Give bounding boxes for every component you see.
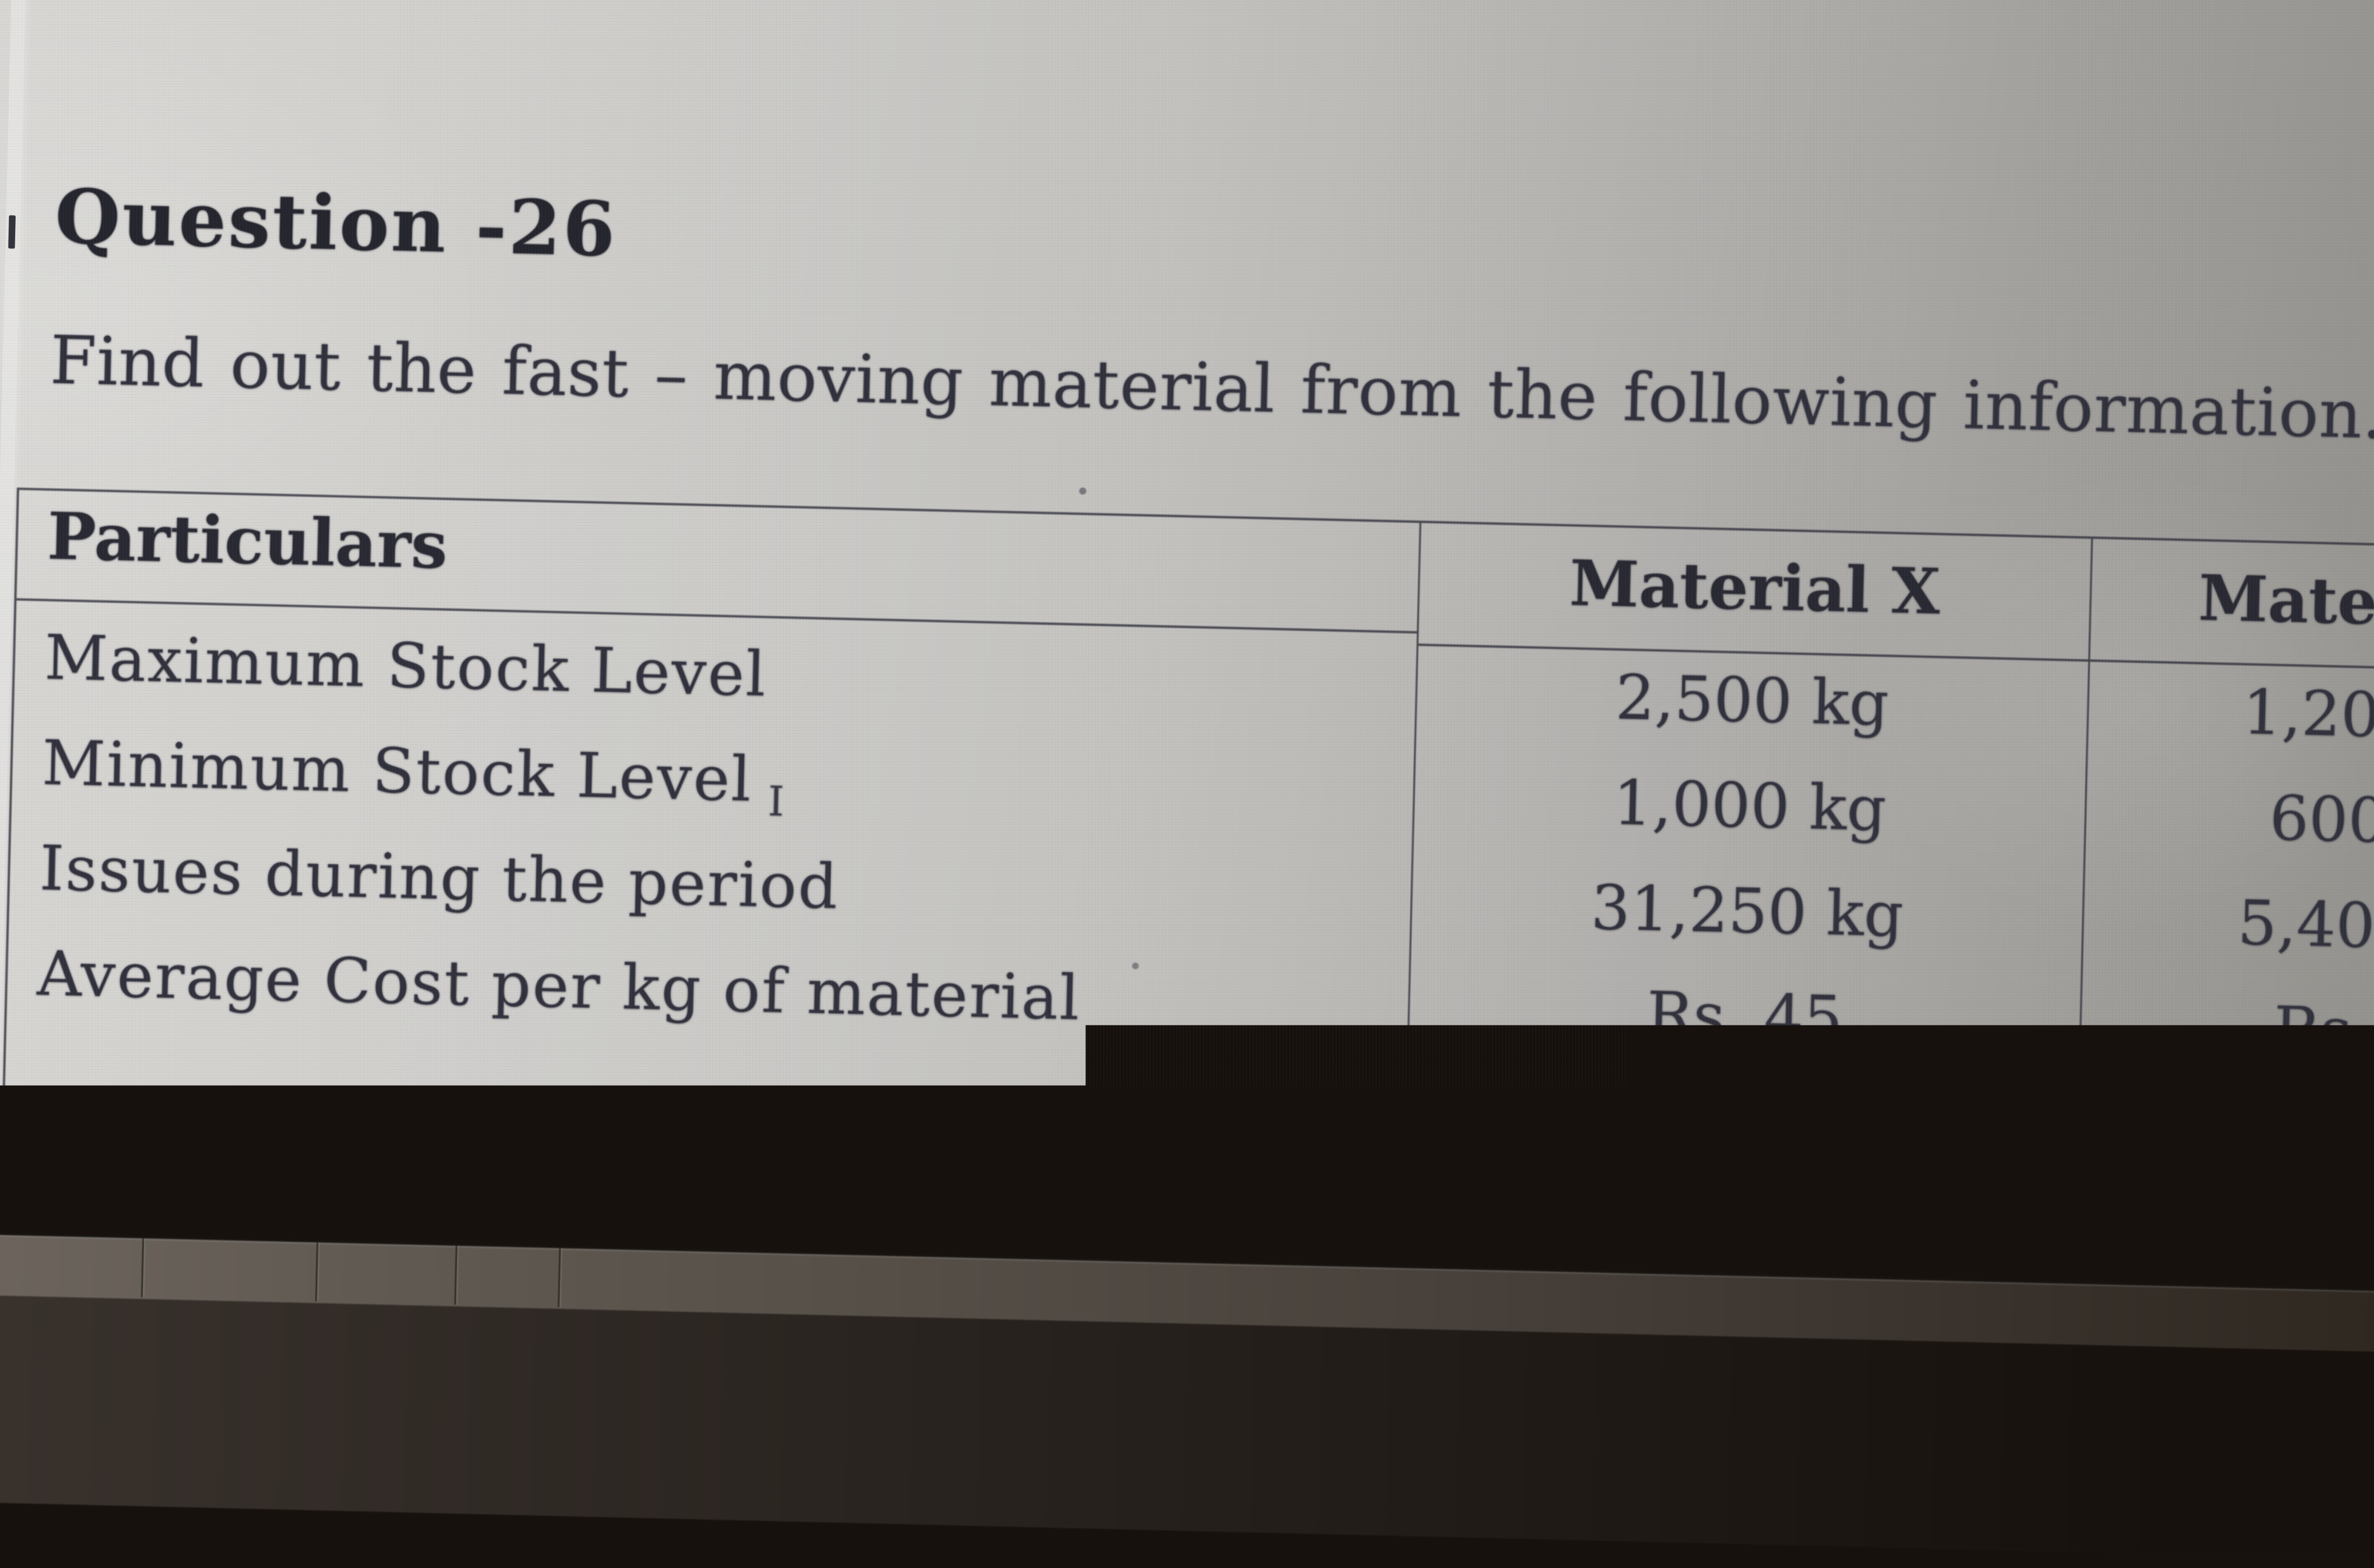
value-min-stock-y: 600 kg — [2083, 767, 2374, 886]
value-issues-x: 31,250 kg — [1409, 856, 2083, 977]
col-header-material-x: Material X — [1416, 523, 2091, 662]
materials-table: Particulars Material X Material Y Maximu… — [2, 488, 2374, 1162]
statusbar-position-indicator: 9 in — [0, 1176, 67, 1219]
red-app-icon-glyph — [62, 1271, 79, 1283]
value-max-stock-x: 2,500 kg — [1414, 646, 2088, 767]
window-resize-grip — [1530, 1229, 1535, 1244]
table-spacer — [2077, 1083, 2374, 1158]
dust-speck — [1079, 488, 1086, 495]
sticky-note-orange-mark — [365, 1255, 375, 1268]
value-min-stock-x: 1,000 kg — [1412, 751, 2086, 873]
value-issues-y: 5,400 kg — [2081, 873, 2374, 992]
question-title: Question -26 — [54, 173, 618, 274]
photographed-screen: Question -26 Find out the fast – moving … — [0, 0, 2374, 1416]
window-resize-grip — [1542, 1229, 1546, 1244]
col-header-material-y: Material Y — [2088, 539, 2374, 676]
value-avg-cost-y: Rs. 60 — [2078, 978, 2374, 1097]
value-max-stock-y: 1,200 kg — [2086, 662, 2374, 781]
text-cursor: I — [767, 778, 786, 826]
document-page: Question -26 Find out the fast – moving … — [0, 0, 2374, 1338]
col-header-particulars: Particulars — [17, 490, 1420, 633]
value-avg-cost-x: Rs. 45 — [1406, 962, 2081, 1083]
question-text: Find out the fast – moving material from… — [49, 322, 2374, 454]
